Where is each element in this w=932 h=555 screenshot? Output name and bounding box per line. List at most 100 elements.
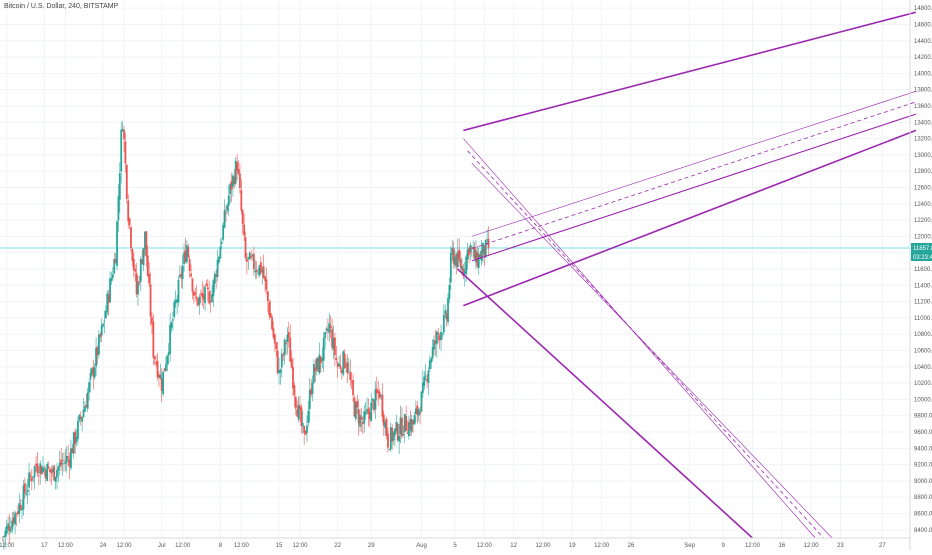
candle-body <box>93 367 96 378</box>
candle-body <box>290 358 293 368</box>
y-tick-label: 13600.00 <box>914 104 932 110</box>
y-tick-label: 14000.00 <box>914 71 932 77</box>
candle-body <box>278 369 280 374</box>
y-tick-label: 13200.00 <box>914 137 932 143</box>
candle-body <box>139 258 142 282</box>
candle-body <box>354 402 357 419</box>
candle-body <box>444 310 447 314</box>
candle-body <box>359 414 361 427</box>
candle-body <box>239 173 241 189</box>
candle-body <box>198 296 201 305</box>
candle-body <box>209 301 212 303</box>
candle-body <box>234 160 237 184</box>
candle-body <box>197 298 199 306</box>
candle-body <box>405 416 408 431</box>
candle-body <box>420 391 423 412</box>
candle-body <box>328 323 331 333</box>
x-tick-label: 12:00 <box>58 543 74 549</box>
candle-body <box>85 404 88 408</box>
candle-body <box>280 353 283 368</box>
candle-body <box>456 251 459 268</box>
candle-body <box>252 253 255 270</box>
candle-body <box>275 342 278 349</box>
candle-body <box>394 428 396 436</box>
candle-body <box>399 417 402 435</box>
candle-body <box>484 239 487 258</box>
x-tick-label: 12 <box>510 543 517 549</box>
candle-body <box>318 354 321 374</box>
x-tick-label: 12:00 <box>175 543 191 549</box>
trend-line <box>463 129 917 307</box>
candle-body <box>297 404 300 420</box>
candle-body <box>246 258 248 262</box>
candle-body <box>346 362 349 374</box>
candle-body <box>396 424 399 441</box>
candle-body <box>60 459 63 466</box>
y-tick-label: 10600.00 <box>914 349 932 355</box>
candle-body <box>99 334 102 338</box>
y-tick-label: 10200.00 <box>914 381 932 387</box>
candle-body <box>7 523 10 529</box>
candle-body <box>123 129 125 140</box>
candle-body <box>125 164 128 199</box>
candle-body <box>257 272 259 274</box>
candle-body <box>158 374 160 378</box>
candle-body <box>26 489 29 492</box>
candle-body <box>342 351 345 375</box>
candle-body <box>421 382 424 393</box>
candle-body <box>199 294 202 296</box>
candle-body <box>310 388 313 395</box>
candle-body <box>455 254 458 267</box>
candle-body <box>384 421 387 429</box>
candle-body <box>178 274 181 277</box>
candle-body <box>233 176 236 184</box>
candle-body <box>78 414 81 421</box>
candle-body <box>283 339 286 355</box>
candle-body <box>170 322 173 328</box>
candle-body <box>180 273 183 278</box>
trend-line <box>463 11 917 132</box>
candle-body <box>19 505 22 510</box>
candle-body <box>255 269 258 272</box>
candle-body <box>363 411 366 424</box>
x-tick-label: 12:00 <box>594 543 610 549</box>
y-tick-label: 9400.00 <box>914 446 932 452</box>
candle-body <box>57 466 60 471</box>
candle-body <box>82 409 85 417</box>
candle-body <box>12 517 15 524</box>
last-price-badge <box>911 242 932 252</box>
countdown-label: 03:23:47 <box>913 255 932 261</box>
candle-body <box>165 364 167 371</box>
candle-body <box>204 286 206 303</box>
candle-body <box>435 331 438 345</box>
y-tick-label: 8600.00 <box>914 512 932 518</box>
candle-body <box>156 360 159 378</box>
candle-body <box>370 402 373 422</box>
candle-body <box>442 314 445 333</box>
candle-body <box>68 458 71 466</box>
candle-body <box>151 317 153 324</box>
candle-body <box>307 410 310 423</box>
candle-body <box>333 337 336 356</box>
candle-body <box>9 529 12 532</box>
candle-body <box>336 363 339 368</box>
candle-body <box>475 250 477 263</box>
candle-body <box>145 231 148 257</box>
candle-body <box>465 256 468 275</box>
candle-body <box>361 422 364 425</box>
candle-body <box>430 358 433 363</box>
candle-body <box>230 181 233 190</box>
candle-body <box>273 334 276 344</box>
candle-body <box>173 301 176 317</box>
candle-body <box>162 371 165 395</box>
candle-body <box>349 372 352 380</box>
candle-body <box>195 296 198 299</box>
candle-body <box>72 432 75 454</box>
candle-body <box>473 247 476 260</box>
x-tick-label: 9 <box>721 543 725 549</box>
candle-body <box>322 337 325 361</box>
candle-body <box>216 259 219 277</box>
candle-body <box>183 252 185 265</box>
